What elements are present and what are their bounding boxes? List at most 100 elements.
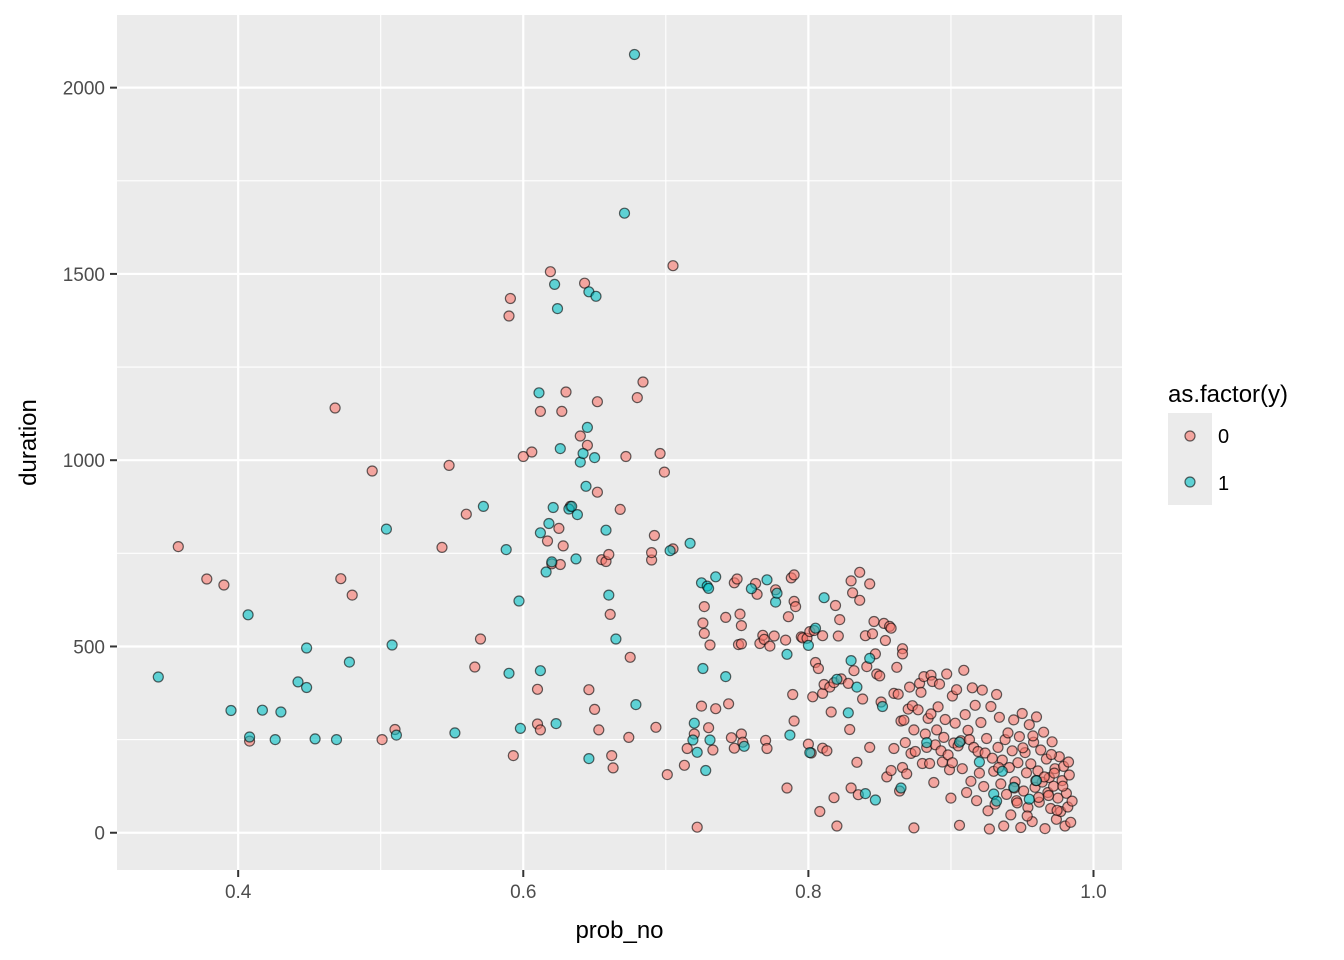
data-point-series-0	[1012, 757, 1024, 769]
data-point-series-0	[1062, 756, 1075, 768]
data-point-series-1	[761, 574, 773, 586]
data-point-series-0	[667, 260, 679, 272]
data-point-series-1	[571, 508, 584, 521]
data-point-series-0	[734, 608, 746, 620]
data-point-series-0	[1051, 804, 1063, 817]
data-point-series-0	[695, 700, 708, 712]
data-point-series-1	[477, 500, 489, 512]
data-point-series-0	[1011, 797, 1023, 809]
data-point-series-0	[831, 820, 843, 832]
data-point-series-1	[804, 746, 816, 759]
data-point-series-1	[550, 717, 562, 730]
data-point-series-0	[645, 546, 658, 559]
data-point-series-0	[1027, 730, 1039, 742]
data-point-series-0	[588, 703, 601, 716]
data-point-series-0	[965, 775, 977, 787]
data-point-series-0	[901, 768, 913, 780]
data-point-series-0	[958, 664, 970, 676]
data-point-series-0	[578, 277, 591, 289]
data-point-series-0	[436, 541, 448, 554]
data-point-series-0	[814, 805, 826, 818]
data-point-series-1	[600, 524, 612, 536]
data-point-series-0	[504, 292, 516, 305]
data-point-series-1	[664, 545, 676, 557]
data-point-series-0	[925, 708, 937, 720]
data-point-series-0	[868, 615, 880, 628]
data-point-series-1	[551, 303, 564, 315]
data-point-series-1	[618, 207, 631, 219]
data-point-series-0	[956, 763, 968, 775]
data-point-series-1	[859, 787, 872, 800]
data-point-series-0	[789, 600, 802, 613]
data-point-series-0	[631, 392, 643, 404]
data-point-series-1	[990, 795, 1003, 807]
data-point-series-1	[700, 764, 712, 777]
data-point-series-0	[990, 688, 1003, 701]
y-axis-title: duration	[15, 399, 42, 486]
data-point-series-0	[970, 795, 983, 807]
data-point-series-1	[973, 756, 986, 768]
data-point-series-0	[998, 820, 1010, 832]
data-point-series-0	[553, 522, 565, 535]
data-point-series-0	[933, 678, 946, 690]
data-point-series-0	[761, 742, 773, 755]
data-point-series-0	[557, 540, 569, 552]
data-point-series-1	[500, 543, 512, 556]
data-point-series-0	[1015, 821, 1027, 834]
data-point-series-0	[735, 619, 748, 632]
data-point-series-0	[735, 638, 748, 650]
data-point-series-0	[768, 630, 780, 642]
legend-label-1: 1	[1218, 473, 1229, 495]
data-point-series-1	[864, 652, 876, 665]
data-point-series-0	[986, 752, 998, 764]
data-point-series-1	[842, 707, 854, 719]
data-point-series-0	[614, 503, 626, 515]
data-point-series-1	[242, 609, 254, 621]
data-point-series-0	[898, 714, 910, 726]
data-point-series-1	[534, 527, 547, 539]
data-point-series-0	[698, 600, 710, 613]
data-point-series-1	[390, 729, 402, 741]
data-point-series-1	[869, 794, 882, 806]
data-point-series-1	[580, 480, 592, 492]
data-point-series-1	[309, 733, 321, 745]
x-tick-label: 1.0	[1080, 882, 1106, 903]
data-point-series-0	[707, 744, 719, 756]
data-point-series-1	[543, 517, 555, 530]
data-point-series-0	[959, 708, 971, 721]
x-tick-label: 0.6	[510, 882, 536, 903]
data-point-series-0	[1045, 748, 1058, 761]
data-point-series-0	[825, 706, 837, 718]
data-point-series-0	[938, 731, 950, 744]
data-point-series-0	[960, 786, 973, 799]
legend-key-0-point	[1184, 430, 1196, 442]
data-point-series-0	[888, 742, 900, 755]
data-point-series-0	[1023, 719, 1035, 731]
data-point-series-0	[507, 749, 519, 762]
data-point-series-0	[591, 396, 604, 408]
data-point-series-0	[201, 573, 213, 585]
data-point-series-0	[1013, 730, 1026, 743]
data-point-series-0	[517, 450, 529, 463]
data-point-series-0	[583, 684, 595, 696]
data-point-series-0	[443, 459, 455, 471]
data-point-series-0	[1008, 714, 1020, 726]
x-axis-title: prob_no	[575, 917, 663, 944]
data-point-series-0	[531, 683, 544, 695]
x-tick-label: 0.4	[225, 882, 252, 903]
data-point-series-0	[1021, 810, 1033, 822]
data-point-series-0	[624, 651, 636, 663]
data-point-series-1	[449, 727, 461, 739]
data-point-series-1	[895, 782, 907, 794]
data-point-series-0	[681, 742, 693, 755]
data-point-series-0	[1030, 711, 1043, 723]
data-point-series-1	[1008, 781, 1020, 793]
data-point-series-1	[610, 633, 622, 645]
data-point-series-0	[928, 776, 940, 789]
data-point-series-1	[275, 706, 287, 718]
data-point-series-0	[474, 633, 487, 645]
data-point-series-0	[779, 634, 792, 646]
data-point-series-1	[697, 662, 709, 675]
data-point-series-1	[570, 553, 582, 565]
